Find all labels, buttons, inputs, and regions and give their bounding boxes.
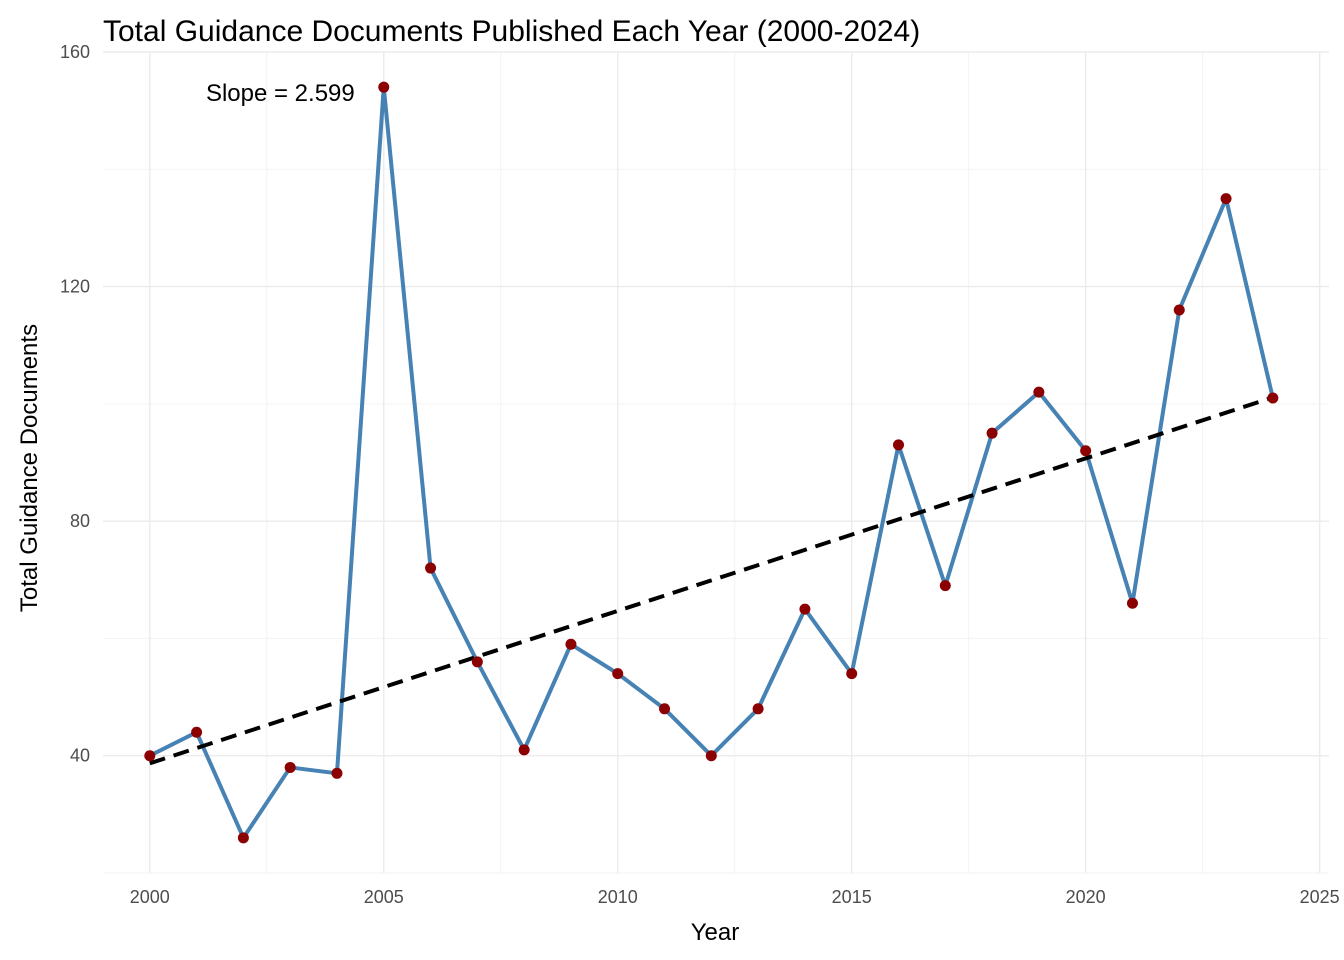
data-point: [144, 750, 155, 761]
data-points-group: [144, 82, 1278, 844]
data-point: [987, 428, 998, 439]
x-tick-label: 2005: [364, 887, 404, 907]
data-point: [1174, 305, 1185, 316]
data-point: [893, 439, 904, 450]
data-point: [238, 832, 249, 843]
x-tick-label: 2000: [130, 887, 170, 907]
y-tick-label: 40: [70, 746, 90, 766]
slope-annotation: Slope = 2.599: [206, 80, 355, 107]
data-point: [331, 768, 342, 779]
x-axis-title: Year: [691, 919, 740, 946]
series-line: [150, 87, 1273, 838]
y-tick-label: 160: [60, 42, 90, 62]
data-point: [285, 762, 296, 773]
data-point: [799, 604, 810, 615]
y-tick-label: 80: [70, 511, 90, 531]
data-point: [191, 727, 202, 738]
trend-line-group: [150, 397, 1273, 763]
series-group: [150, 87, 1273, 838]
x-tick-label: 2020: [1066, 887, 1106, 907]
data-point: [519, 744, 530, 755]
data-point: [659, 703, 670, 714]
x-tick-label: 2015: [832, 887, 872, 907]
x-tick-label: 2010: [598, 887, 638, 907]
data-point: [1221, 193, 1232, 204]
data-point: [472, 656, 483, 667]
data-point: [612, 668, 623, 679]
data-point: [378, 82, 389, 93]
chart-title: Total Guidance Documents Published Each …: [103, 15, 920, 48]
data-point: [1033, 387, 1044, 398]
data-point: [1127, 598, 1138, 609]
data-point: [1080, 445, 1091, 456]
data-point: [753, 703, 764, 714]
y-axis-title: Total Guidance Documents: [16, 324, 43, 612]
data-point: [425, 563, 436, 574]
data-point: [565, 639, 576, 650]
x-tick-label: 2025: [1300, 887, 1340, 907]
data-point: [1267, 392, 1278, 403]
data-point: [940, 580, 951, 591]
y-tick-label: 120: [60, 277, 90, 297]
x-axis-tick-labels: 2000 2005 2010 2015 2020 2025: [130, 887, 1340, 907]
y-axis-tick-labels: 40 80 120 160: [60, 42, 90, 766]
data-point: [846, 668, 857, 679]
trend-line: [150, 397, 1273, 763]
data-point: [706, 750, 717, 761]
